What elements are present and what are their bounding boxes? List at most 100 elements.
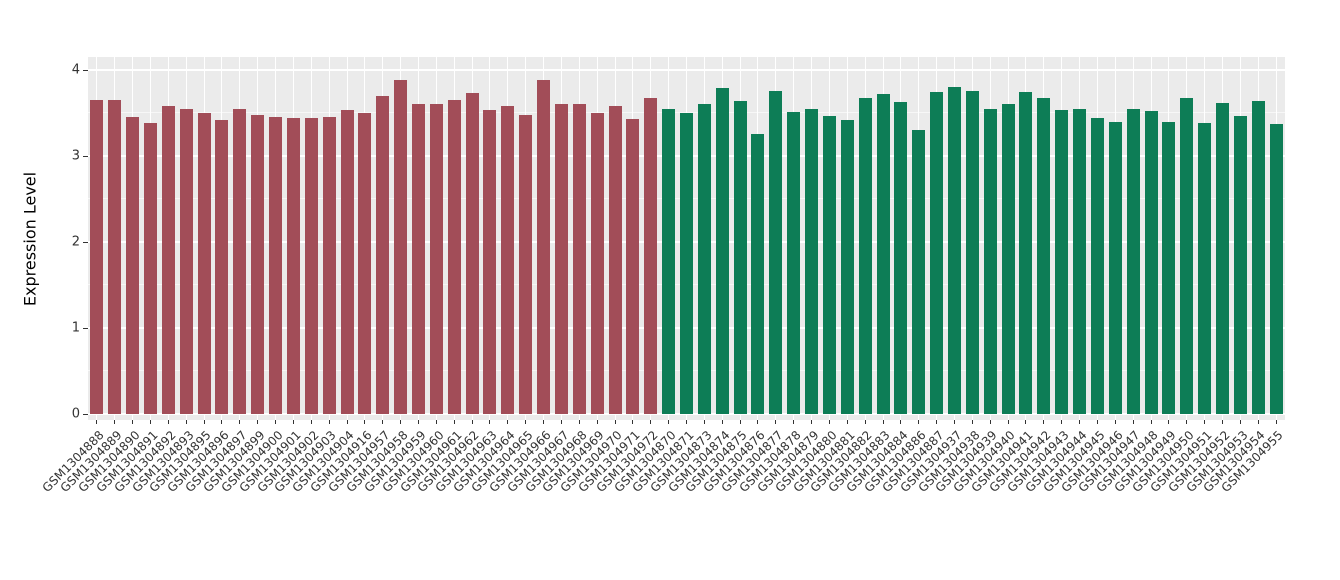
bar-GSM1304965 <box>519 114 533 414</box>
bar-GSM1304972 <box>644 97 658 414</box>
x-tick-mark <box>775 420 777 424</box>
bar-GSM1304902 <box>304 118 318 414</box>
y-tick-label: 4 <box>71 62 80 78</box>
bar-GSM1304892 <box>161 106 175 414</box>
x-tick-mark <box>471 420 473 424</box>
plot-panel <box>88 57 1285 420</box>
x-tick-mark <box>328 420 330 424</box>
x-tick-mark <box>971 420 973 424</box>
bar-GSM1304962 <box>465 93 479 414</box>
x-tick-mark <box>1025 420 1027 424</box>
x-tick-mark <box>185 420 187 424</box>
x-tick-mark <box>150 420 152 424</box>
x-tick-mark <box>632 420 634 424</box>
bar-GSM1304969 <box>590 113 604 414</box>
x-tick-mark <box>596 420 598 424</box>
bar-GSM1304951 <box>1198 123 1212 414</box>
x-tick-mark <box>1257 420 1259 424</box>
y-tick-mark <box>83 155 88 157</box>
x-tick-mark <box>1275 420 1277 424</box>
x-tick-mark <box>1239 420 1241 424</box>
bar-GSM1304886 <box>912 130 926 414</box>
x-tick-mark <box>864 420 866 424</box>
x-tick-mark <box>453 420 455 424</box>
x-tick-mark <box>668 420 670 424</box>
bar-GSM1304893 <box>179 108 193 414</box>
x-tick-mark <box>686 420 687 424</box>
x-tick-mark <box>167 420 169 424</box>
x-tick-mark <box>578 420 580 424</box>
x-tick-mark <box>203 420 205 424</box>
bar-GSM1304952 <box>1215 102 1229 414</box>
bar-GSM1304966 <box>537 80 551 414</box>
x-tick-mark <box>257 420 259 424</box>
bar-GSM1304964 <box>501 106 515 414</box>
x-tick-mark <box>400 420 402 424</box>
bar-GSM1304953 <box>1233 116 1247 414</box>
x-tick-mark <box>900 420 902 424</box>
bar-GSM1304949 <box>1162 121 1176 414</box>
x-tick-mark <box>292 420 294 424</box>
bar-GSM1304955 <box>1269 124 1283 414</box>
x-tick-mark <box>382 420 384 424</box>
x-tick-mark <box>882 420 884 424</box>
y-tick-mark <box>83 69 88 71</box>
x-tick-mark <box>614 420 616 424</box>
x-tick-mark <box>489 420 491 424</box>
x-tick-mark <box>739 420 741 424</box>
x-tick-mark <box>114 420 116 424</box>
bar-GSM1304870 <box>662 108 676 414</box>
x-tick-mark <box>650 420 652 424</box>
x-tick-mark <box>1168 420 1170 424</box>
bar-GSM1304942 <box>1037 97 1051 414</box>
bar-GSM1304950 <box>1180 98 1194 414</box>
x-tick-mark <box>989 420 991 424</box>
bar-GSM1304873 <box>697 104 711 414</box>
x-tick-mark <box>418 420 419 424</box>
bar-GSM1304880 <box>822 116 836 414</box>
bar-GSM1304878 <box>787 112 801 414</box>
bar-GSM1304938 <box>965 90 979 414</box>
bar-GSM1304959 <box>412 104 425 414</box>
x-tick-mark <box>953 420 955 424</box>
bar-GSM1304954 <box>1251 100 1265 414</box>
y-tick-mark <box>83 327 88 329</box>
bar-GSM1304899 <box>251 114 265 414</box>
y-axis-title: Expression Level <box>20 171 40 306</box>
bar-GSM1304945 <box>1090 118 1104 414</box>
y-tick-label: 2 <box>71 234 80 250</box>
bar-GSM1304874 <box>715 88 729 414</box>
x-tick-mark <box>96 420 98 424</box>
x-tick-mark <box>364 420 366 424</box>
bar-GSM1304876 <box>751 133 765 414</box>
x-tick-mark <box>1043 420 1045 424</box>
y-tick-mark <box>83 413 88 415</box>
bar-GSM1304890 <box>126 117 140 414</box>
bar-GSM1304963 <box>483 110 497 414</box>
bar-GSM1304967 <box>554 104 568 414</box>
x-tick-mark <box>525 420 527 424</box>
bar-GSM1304948 <box>1144 111 1158 414</box>
x-tick-mark <box>221 420 223 424</box>
y-tick-mark <box>83 241 88 243</box>
bar-GSM1304900 <box>269 117 283 414</box>
x-tick-mark <box>507 420 509 424</box>
bar-GSM1304901 <box>286 118 300 414</box>
bar-GSM1304916 <box>358 113 372 414</box>
bar-GSM1304895 <box>197 113 211 414</box>
x-tick-mark <box>811 420 813 424</box>
x-tick-mark <box>560 420 562 424</box>
bar-GSM1304888 <box>90 100 104 414</box>
x-tick-mark <box>1114 420 1116 424</box>
x-tick-mark <box>346 420 348 424</box>
bar-GSM1304960 <box>429 104 443 414</box>
x-tick-mark <box>1150 420 1152 424</box>
bar-GSM1304904 <box>340 110 354 414</box>
bar-GSM1304887 <box>930 91 944 414</box>
bar-GSM1304958 <box>394 80 408 414</box>
x-tick-mark <box>846 420 848 424</box>
x-tick-mark <box>1061 420 1063 424</box>
x-tick-mark <box>793 420 795 424</box>
bar-GSM1304947 <box>1126 108 1140 414</box>
bar-GSM1304940 <box>1001 104 1015 414</box>
